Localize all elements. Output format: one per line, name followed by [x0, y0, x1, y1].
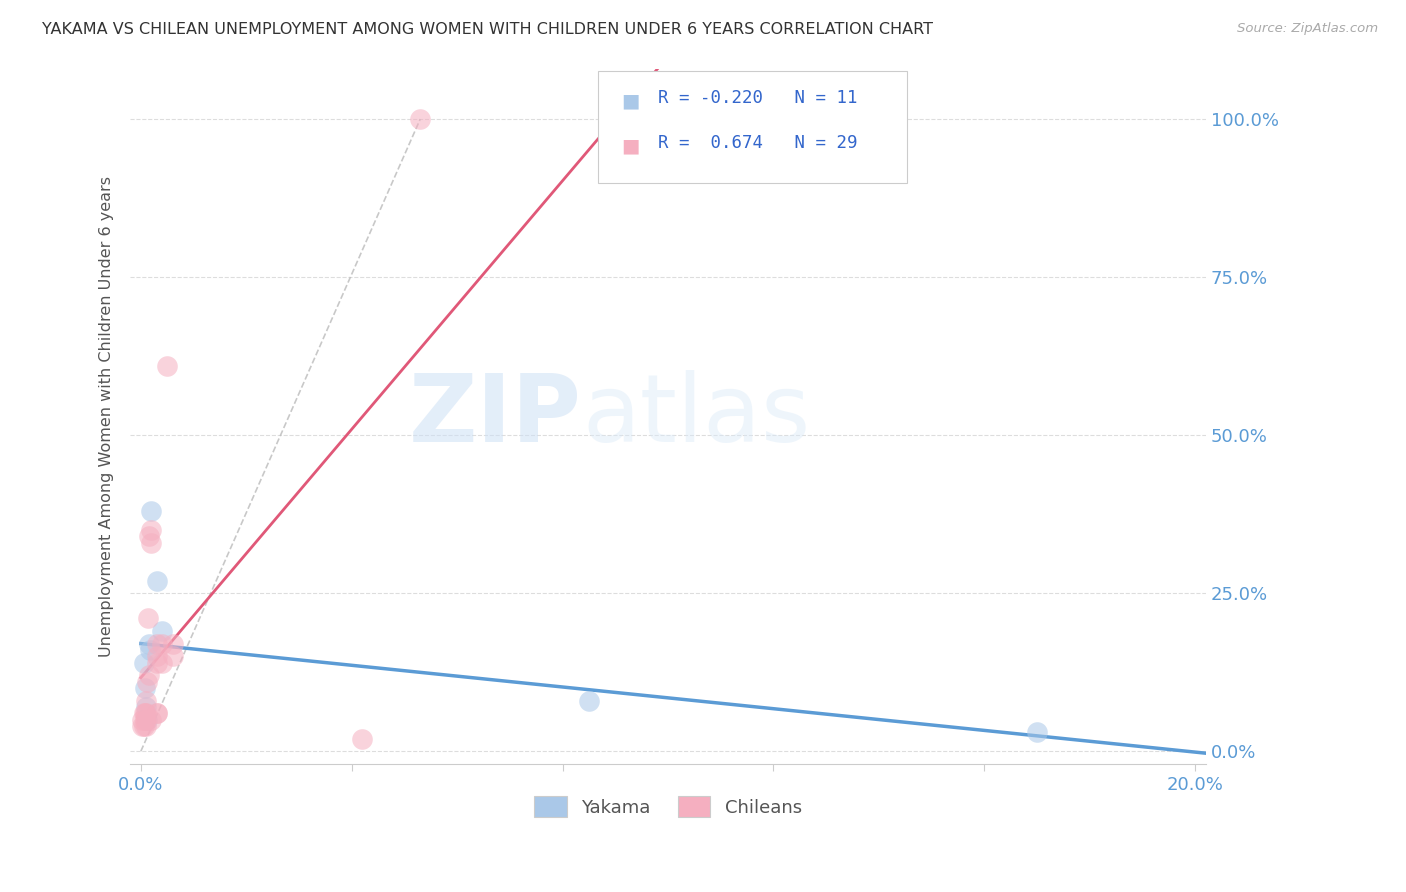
Point	[132, 706, 155, 721]
Point	[131, 713, 153, 727]
Point	[138, 529, 160, 543]
Point	[150, 656, 173, 670]
Point	[139, 643, 162, 657]
Text: R = -0.220   N = 11: R = -0.220 N = 11	[658, 89, 858, 107]
Text: ZIP: ZIP	[409, 370, 582, 462]
Point	[136, 611, 159, 625]
Text: atlas: atlas	[582, 370, 810, 462]
Point	[150, 624, 173, 638]
Point	[135, 719, 157, 733]
Point	[136, 713, 159, 727]
Point	[162, 649, 184, 664]
Text: R =  0.674   N = 29: R = 0.674 N = 29	[658, 134, 858, 152]
Point	[138, 637, 160, 651]
Text: YAKAMA VS CHILEAN UNEMPLOYMENT AMONG WOMEN WITH CHILDREN UNDER 6 YEARS CORRELATI: YAKAMA VS CHILEAN UNEMPLOYMENT AMONG WOM…	[42, 22, 934, 37]
Text: ■: ■	[621, 92, 640, 111]
Point	[1026, 725, 1049, 739]
Point	[141, 504, 163, 518]
Point	[145, 574, 167, 588]
Point	[578, 693, 600, 707]
Point	[145, 706, 167, 721]
Point	[134, 706, 156, 721]
Point	[131, 719, 153, 733]
Point	[145, 706, 167, 721]
Point	[135, 693, 157, 707]
Point	[145, 637, 167, 651]
Point	[138, 668, 160, 682]
Point	[141, 713, 163, 727]
Point	[134, 713, 156, 727]
Point	[134, 681, 156, 695]
Point	[156, 359, 179, 373]
Point	[145, 649, 167, 664]
Point	[145, 656, 167, 670]
Point	[150, 637, 173, 651]
Point	[162, 637, 184, 651]
Text: Source: ZipAtlas.com: Source: ZipAtlas.com	[1237, 22, 1378, 36]
Point	[135, 700, 157, 714]
Point	[136, 674, 159, 689]
Text: ■: ■	[621, 136, 640, 155]
Point	[132, 656, 155, 670]
Point	[135, 713, 157, 727]
Legend: Yakama, Chileans: Yakama, Chileans	[527, 789, 808, 824]
Point	[352, 731, 374, 746]
Point	[141, 535, 163, 549]
Point	[141, 523, 163, 537]
Point	[135, 706, 157, 721]
Point	[409, 112, 432, 127]
Point	[132, 719, 155, 733]
Y-axis label: Unemployment Among Women with Children Under 6 years: Unemployment Among Women with Children U…	[100, 176, 114, 657]
